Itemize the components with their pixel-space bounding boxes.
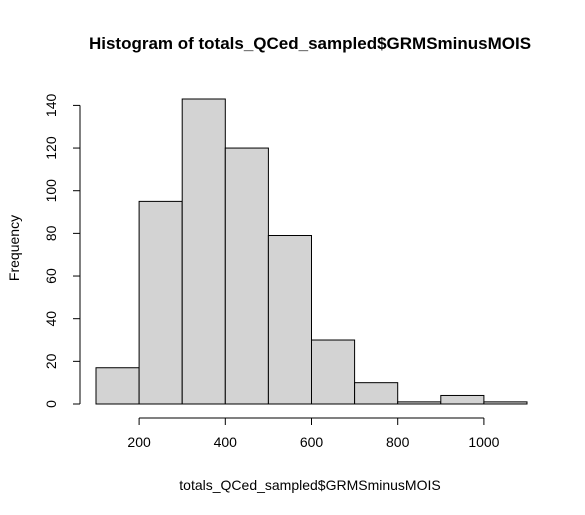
x-axis-label: totals_QCed_sampled$GRMSminusMOIS: [179, 477, 440, 493]
bar-700-800: [355, 383, 398, 404]
y-axis-label: Frequency: [6, 215, 22, 281]
x-tick-label-600: 600: [300, 434, 324, 450]
y-tick-label-60: 60: [43, 268, 59, 284]
y-tick-label-140: 140: [43, 94, 59, 118]
x-tick-label-1000: 1000: [468, 434, 499, 450]
y-tick-label-40: 40: [43, 311, 59, 327]
bar-100-200: [96, 368, 139, 404]
bar-600-700: [312, 340, 355, 404]
bar-500-600: [268, 236, 311, 404]
y-tick-label-80: 80: [43, 225, 59, 241]
y-tick-label-120: 120: [43, 136, 59, 160]
y-tick-label-100: 100: [43, 179, 59, 203]
chart-title: Histogram of totals_QCed_sampled$GRMSmin…: [89, 34, 531, 53]
x-tick-label-400: 400: [214, 434, 238, 450]
bars-group: [96, 99, 527, 404]
bar-900-1000: [441, 395, 484, 404]
x-axis: 200 400 600 800 1000: [127, 418, 499, 450]
y-tick-label-20: 20: [43, 353, 59, 369]
bar-300-400: [182, 99, 225, 404]
bar-400-500: [225, 148, 268, 404]
bar-200-300: [139, 201, 182, 404]
y-tick-label-0: 0: [43, 400, 59, 408]
x-tick-label-200: 200: [127, 434, 151, 450]
bar-1000-1100: [484, 402, 527, 404]
bar-800-900: [398, 402, 441, 404]
y-axis: 0 20 40 60 80 100 120 140: [43, 94, 80, 408]
x-tick-label-800: 800: [386, 434, 410, 450]
